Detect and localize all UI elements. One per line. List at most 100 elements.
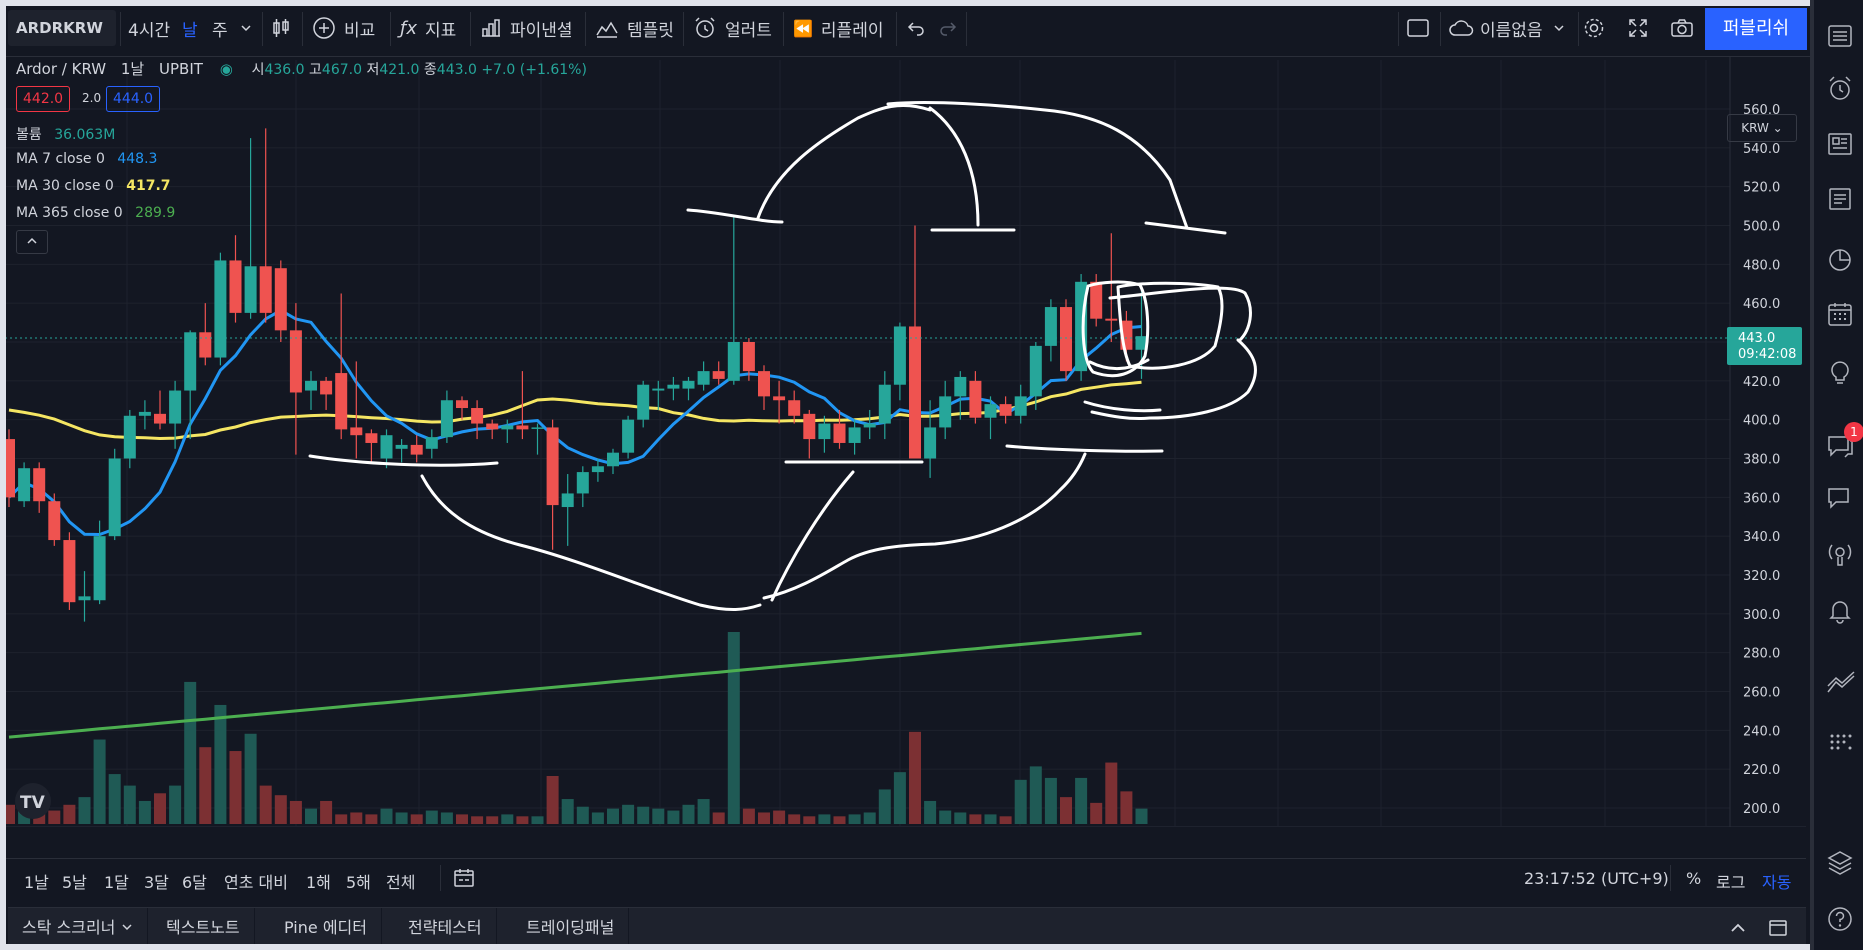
volume-bar: [305, 808, 317, 824]
market-status-icon: ◉: [219, 60, 233, 78]
ma365-legend[interactable]: MA 365 close 0 289.9: [16, 205, 175, 221]
candle: [456, 396, 468, 420]
lightbulb-icon[interactable]: [1826, 358, 1854, 386]
templates-button[interactable]: 템플릿: [595, 10, 674, 46]
tab-pine-editor[interactable]: Pine 에디터: [270, 908, 382, 948]
bell-icon[interactable]: [1826, 596, 1854, 624]
range-button[interactable]: 5해: [346, 873, 371, 892]
volume-bar: [637, 806, 650, 824]
ma30-legend[interactable]: MA 30 close 0 417.7: [16, 178, 171, 194]
symbol-search-button[interactable]: ARDRKRW: [8, 10, 116, 46]
fullscreen-toggle-icon[interactable]: [1406, 10, 1430, 46]
volume-legend[interactable]: 볼륨 36.063M: [16, 124, 115, 144]
camera-icon[interactable]: [1670, 10, 1694, 46]
replay-button[interactable]: ⏪ 리플레이: [793, 10, 883, 46]
interval-day[interactable]: 날: [182, 20, 198, 41]
layers-icon[interactable]: [1826, 848, 1854, 876]
volume-bar: [1135, 808, 1148, 824]
interval-4h[interactable]: 4시간: [128, 20, 171, 41]
range-button[interactable]: 1달: [104, 873, 129, 892]
notification-badge: 1: [1844, 422, 1863, 442]
candle: [274, 260, 287, 342]
pie-chart-icon[interactable]: [1826, 245, 1854, 273]
volume-bar: [909, 731, 921, 824]
volume-bar: [471, 816, 484, 824]
publish-button[interactable]: 퍼블리쉬: [1705, 8, 1807, 50]
range-button[interactable]: 3달: [144, 873, 169, 892]
gear-icon[interactable]: [1582, 10, 1606, 46]
volume-bar: [893, 772, 906, 824]
volume-bar: [878, 789, 891, 824]
change-value: +7.0 (+1.61%): [481, 62, 587, 78]
chevron-up-icon[interactable]: [1728, 918, 1748, 942]
candle: [289, 303, 302, 455]
chevron-down-icon[interactable]: [240, 10, 252, 46]
message-icon[interactable]: [1826, 484, 1854, 512]
tab-stock-screener[interactable]: 스탁 스크리너: [8, 908, 148, 948]
percent-toggle[interactable]: %: [1686, 869, 1702, 888]
volume-bar: [199, 747, 212, 824]
undo-icon[interactable]: [906, 10, 926, 46]
candle: [3, 429, 15, 508]
help-icon[interactable]: [1826, 905, 1854, 933]
interval-week[interactable]: 주: [212, 20, 228, 41]
range-button[interactable]: 6달: [182, 873, 207, 892]
currency-selector[interactable]: KRW ⌄: [1727, 114, 1797, 142]
volume-bar: [48, 810, 61, 824]
chart-area[interactable]: 560.0540.0520.0500.0480.0460.0440.0420.0…: [0, 57, 1806, 827]
range-button[interactable]: 연초 대비: [224, 873, 288, 892]
range-button[interactable]: 1해: [306, 873, 331, 892]
ma7-legend[interactable]: MA 7 close 0 448.3: [16, 151, 157, 167]
rewind-icon: ⏪: [793, 18, 813, 38]
sell-price-button[interactable]: 442.0: [16, 86, 71, 112]
ma30-value: 417.7: [126, 178, 171, 194]
compare-button[interactable]: 비교: [312, 10, 375, 46]
close-label: 종: [423, 62, 437, 78]
candle: [395, 439, 408, 463]
calendar-list-icon[interactable]: [1826, 185, 1854, 213]
tab-trading-panel[interactable]: 트레이딩패널: [512, 908, 630, 948]
layout-save-button[interactable]: 이름없음: [1448, 10, 1565, 46]
indicators-button[interactable]: ƒx 지표: [400, 10, 456, 46]
auto-toggle[interactable]: 자동: [1762, 873, 1792, 892]
range-button[interactable]: 5날: [62, 873, 87, 892]
date-range-icon[interactable]: [452, 867, 476, 893]
candle: [350, 361, 363, 459]
broadcast-icon[interactable]: [1826, 540, 1854, 568]
redo-icon[interactable]: [938, 10, 958, 46]
volume-bar: [788, 814, 801, 824]
candle: [123, 409, 136, 469]
tab-text-notes[interactable]: 텍스트노트: [152, 908, 255, 948]
candle: [758, 365, 770, 410]
legend-interval: 1날: [120, 60, 145, 78]
trend-icon[interactable]: [1826, 670, 1855, 698]
volume-bar: [380, 808, 393, 824]
alert-button[interactable]: 얼러트: [693, 10, 772, 46]
volume-bar: [954, 812, 967, 824]
financials-button[interactable]: 파이낸셜: [480, 10, 573, 46]
buy-price-button[interactable]: 444.0: [106, 86, 161, 112]
maximize-panel-icon[interactable]: [1768, 918, 1788, 942]
chart-canvas[interactable]: 560.0540.0520.0500.0480.0460.0440.0420.0…: [0, 57, 1806, 827]
tab-strategy-tester[interactable]: 전략테스터: [394, 908, 497, 948]
dots-grid-icon[interactable]: [1826, 728, 1854, 756]
range-button[interactable]: 1날: [24, 873, 49, 892]
legend-title[interactable]: Ardor / KRW: [16, 60, 107, 78]
clock-time[interactable]: 23:17:52 (UTC+9): [1524, 869, 1669, 888]
candle: [214, 252, 227, 366]
alarm-clock-icon[interactable]: [1826, 75, 1854, 103]
expand-icon[interactable]: [1627, 10, 1649, 46]
price-tick-label: 280.0: [1743, 647, 1780, 662]
collapse-legend-button[interactable]: [16, 230, 48, 254]
candle: [169, 380, 182, 449]
news-icon[interactable]: [1826, 130, 1854, 158]
currency-label: KRW: [1741, 121, 1769, 135]
watchlist-icon[interactable]: [1826, 22, 1854, 50]
price-axis[interactable]: 560.0540.0520.0500.0480.0460.0440.0420.0…: [1729, 57, 1806, 827]
candles-icon[interactable]: [270, 10, 292, 46]
templates-label: 템플릿: [627, 20, 674, 41]
range-button[interactable]: 전체: [386, 873, 416, 892]
log-toggle[interactable]: 로그: [1716, 873, 1746, 892]
calendar-icon[interactable]: [1826, 300, 1854, 328]
ma30-label: MA 30 close 0: [16, 178, 114, 194]
